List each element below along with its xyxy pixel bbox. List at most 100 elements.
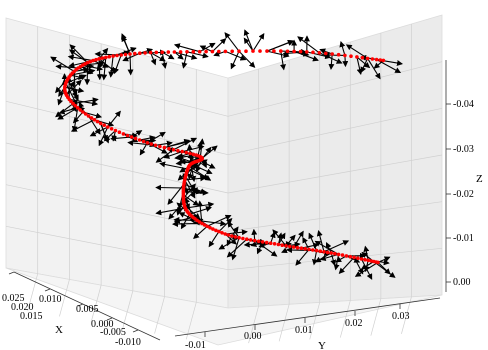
trajectory-point [138,51,142,55]
trajectory-point [295,245,300,250]
grid-line [185,302,197,340]
direction-arrow [325,241,332,254]
trajectory-point [115,53,119,58]
trajectory-point [86,114,91,118]
y-axis-ticks: -0.01 0.00 0.01 0.02 0.03 [185,311,410,350]
grid-line [401,296,412,334]
trajectory-point [180,149,184,154]
trajectory-point [272,242,277,246]
trajectory-point [185,50,189,54]
direction-arrow [266,39,294,52]
direction-arrow [238,50,256,68]
direction-arrow [182,144,205,153]
z-tick: -0.02 [453,189,474,200]
x-axis-line [13,271,161,341]
direction-arrow [101,57,108,81]
z-tick: 0.00 [453,277,471,288]
grid-line [27,273,39,311]
direction-arrow [155,149,174,163]
direction-arrow [199,45,213,53]
x-tick: 0.005 [76,304,99,315]
trajectory-point [178,50,183,54]
trajectory-point [256,239,261,244]
direction-arrow [297,36,320,54]
y-tick: 0.00 [244,331,262,342]
trajectory-point [91,58,95,63]
z-axis-ticks: -0.04 -0.03 -0.02 -0.01 0.00 [453,99,474,288]
trajectory-point [305,50,309,54]
direction-arrow [98,58,117,73]
direction-arrow [177,152,191,159]
trajectory-point [324,51,328,56]
direction-arrow [230,50,240,70]
trajectory-point [217,49,221,54]
direction-arrow [302,236,310,250]
trajectory-point [298,49,303,54]
trajectory-point [264,240,269,245]
direction-arrow [333,254,340,271]
direction-arrow [70,73,85,80]
trajectory-point [220,231,224,235]
trajectory-point [154,50,159,55]
direction-arrow [197,219,227,227]
trajectory-point [252,238,257,243]
direction-arrow [65,82,78,106]
grid-line [309,302,321,340]
trajectory-point [204,49,208,54]
direction-arrow [206,214,232,227]
direction-arrow [360,261,375,270]
trajectory-point [378,58,383,62]
direction-arrow [183,194,200,206]
trajectory-point [330,52,335,56]
trajectory-point [100,56,105,60]
x-tick: -0.010 [115,337,141,348]
trajectory-point [360,55,365,60]
trajectory-point [121,132,126,136]
trajectory-point [143,51,147,55]
trajectory-point [333,251,337,256]
trajectory-point [208,225,212,230]
trajectory-point [343,53,347,58]
direction-arrow [161,52,168,69]
direction-arrow [281,246,294,254]
direction-arrow [150,52,166,62]
direction-arrow [225,50,247,61]
direction-arrow [231,237,240,261]
x-tick: 0.015 [20,311,43,322]
trajectory-point [162,145,167,150]
trajectory-point [92,118,97,122]
direction-arrow [96,57,107,69]
trajectory-point [374,57,379,62]
trajectory-point [94,57,98,62]
trajectory-point [95,119,100,124]
trajectory-point [325,250,330,255]
direction-arrow [173,43,200,53]
direction-arrow [100,123,109,142]
direction-arrow [71,107,79,133]
direction-arrow [139,142,148,156]
x-tick: 0.020 [11,302,34,313]
grid-line [227,154,443,194]
trajectory-point [133,136,138,141]
direction-arrow [226,238,248,258]
grid-line [59,279,70,317]
trajectory-point [98,121,103,126]
trajectory-point [284,244,288,248]
trajectory-point [191,152,196,157]
grid-line [339,300,351,338]
direction-arrow [224,32,240,52]
direction-arrow [96,58,103,81]
direction-arrow [363,260,370,273]
trajectory-point [153,143,158,148]
direction-arrow [338,257,355,275]
z-tick: -0.01 [453,233,474,244]
x-tick-mark [44,288,51,292]
direction-arrow [339,40,346,56]
direction-arrow [161,51,175,60]
direction-arrow [84,62,91,86]
trajectory-point [107,54,112,59]
direction-arrow [167,183,185,205]
trajectory-point [244,49,248,53]
trajectory-point [366,258,371,263]
trajectory-point [81,110,85,114]
